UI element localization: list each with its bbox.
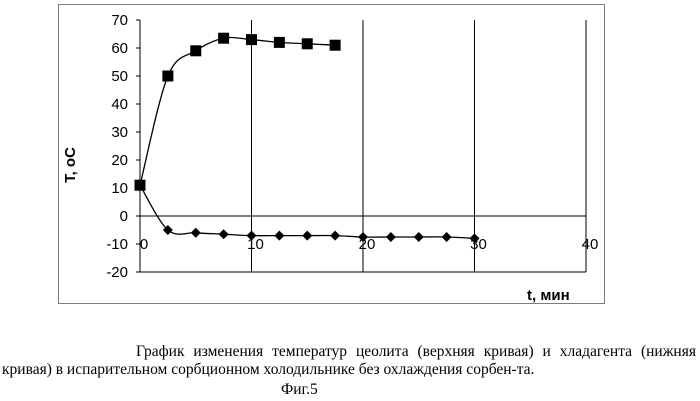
y-tick-label: -20	[106, 264, 128, 281]
chart-frame	[58, 4, 605, 304]
series-1-point-8	[358, 232, 368, 242]
figure-label: Фиг.5	[281, 381, 318, 398]
series-1-point-11	[441, 232, 452, 242]
series-1-point-9	[385, 232, 396, 242]
series-0-point-4	[246, 34, 257, 46]
series-lines	[139, 36, 475, 240]
x-tick-label: 40	[582, 236, 599, 253]
temperature-chart: -20 -10 0 10 20 30 40 50 60 70 0 10 20 30 40 T, oC t, …	[62, 12, 598, 304]
series-0-point-3	[218, 32, 230, 44]
series-1-point-12	[469, 233, 480, 244]
series-1-point-7	[330, 230, 341, 241]
series-1-point-6	[302, 230, 313, 241]
x-tick-label: 30	[470, 236, 487, 253]
series-0-point-1	[162, 70, 174, 82]
series-0-point-6	[301, 38, 313, 50]
caption-text: График изменения температур цеолита (вер…	[2, 343, 696, 378]
x-tick-label: 0	[140, 236, 148, 253]
series-0-point-7	[329, 39, 341, 51]
y-tick-label: 50	[111, 68, 128, 85]
tick-labels: -20 -10 0 10 20 30 40 50 60 70 0 10 20 30 40	[106, 12, 598, 281]
series-markers	[134, 32, 480, 244]
series-1-point-1	[162, 225, 173, 235]
series-1-line	[139, 184, 475, 240]
x-axis-title: t, мин	[527, 287, 570, 304]
series-1-point-4	[246, 230, 257, 241]
figure-caption: График изменения температур цеолита (вер…	[2, 343, 696, 379]
x-tick-label: 10	[247, 236, 264, 253]
grid-lines	[251, 20, 587, 272]
series-0-point-5	[273, 36, 285, 48]
series-0-line	[139, 36, 336, 186]
series-0-point-2	[190, 45, 202, 57]
y-tick-label: 30	[111, 124, 128, 141]
y-tick-label: 0	[120, 208, 128, 225]
y-tick-label: 40	[111, 96, 128, 113]
y-tick-label: 70	[111, 12, 128, 29]
y-axis-title: T, oC	[62, 147, 79, 183]
series-1-point-5	[274, 230, 285, 241]
series-1-point-10	[413, 232, 424, 242]
series-1-point-2	[190, 227, 201, 238]
x-tick-label: 20	[359, 236, 376, 253]
y-tick-label: 10	[111, 180, 128, 197]
series-1-point-3	[218, 229, 229, 240]
series-1-point-0	[135, 180, 145, 191]
y-tick-label: -10	[106, 236, 128, 253]
axes	[136, 19, 586, 273]
y-tick-label: 60	[111, 40, 128, 57]
y-tick-label: 20	[111, 152, 128, 169]
